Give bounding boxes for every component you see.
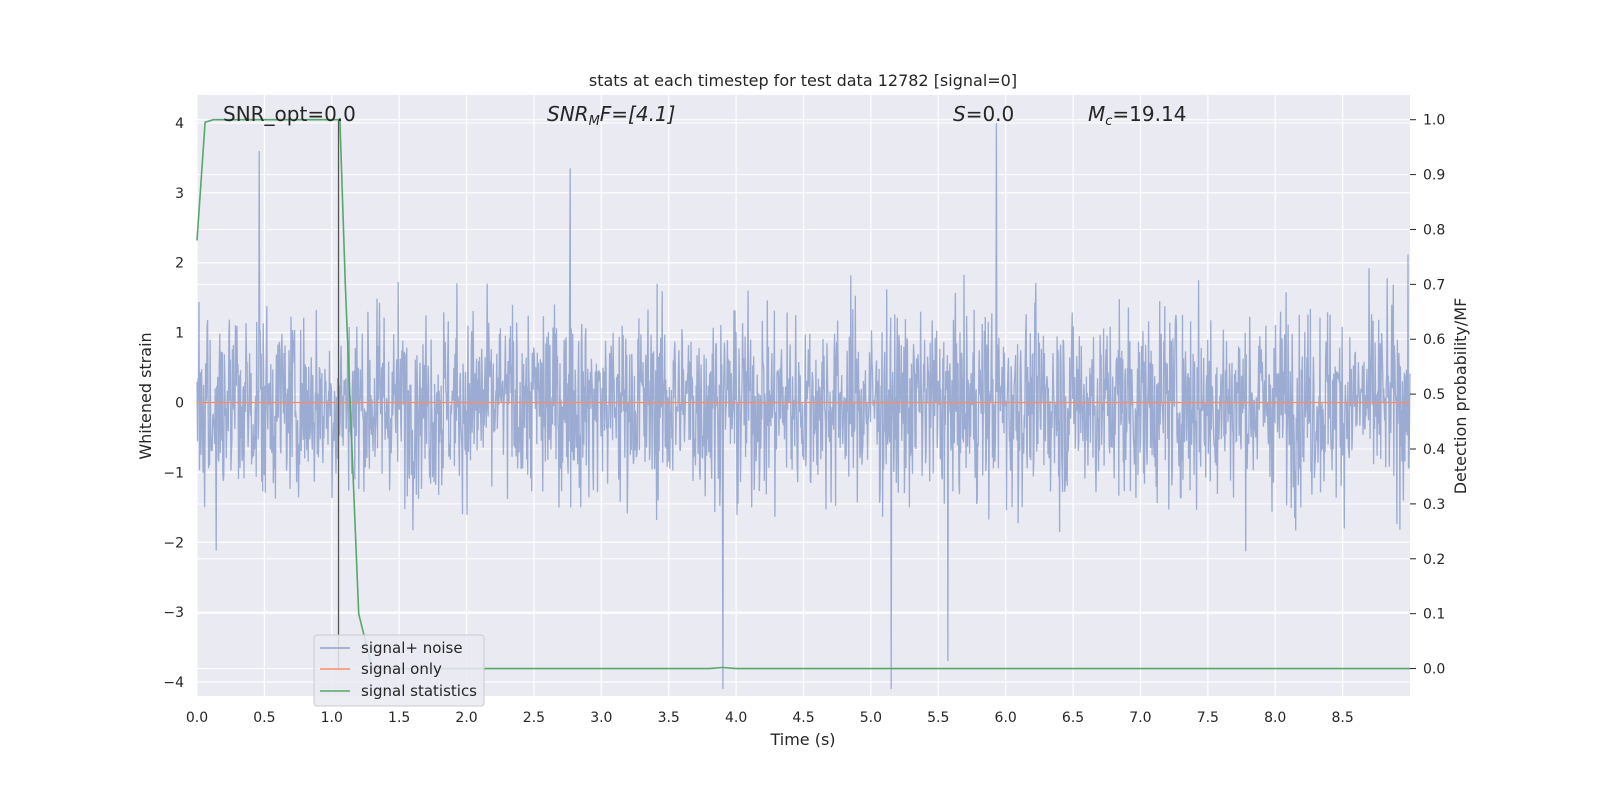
annotation-s-var: S [953,102,966,126]
legend-label-signal-noise: signal+ noise [361,639,463,657]
annotation-snr-mf: SNRMF=[4.1] [547,102,675,129]
annotation-s: S=0.0 [953,102,1014,126]
y-right-tick-label: 0.2 [1423,552,1445,568]
y-right-axis-label: Detection probability/MF [1451,298,1470,495]
statistics-line [196,118,1410,670]
y-tick-label: −4 [163,675,184,691]
y-right-tick-label: 0.3 [1423,497,1445,513]
annotation-snr-mf-main: SNR [547,102,589,126]
annotation-mc: Mc=19.14 [1088,102,1186,129]
x-axis-label: Time (s) [769,730,835,749]
series-signal-statistics [196,118,1410,670]
annotation-mc-var: M [1088,102,1105,126]
y-right-tick-label: 0.6 [1423,332,1445,348]
x-tick-label: 5.5 [927,710,949,726]
y-tick-label: 0 [175,395,184,411]
x-axis-ticks: 0.0 0.5 1.0 1.5 2.0 2.5 3.0 3.5 4.0 4.5 5.0 5.5 6.0 6… [186,710,1354,726]
noise-line [196,122,1411,690]
annotation-snr-mf-sub: M [589,114,600,129]
y-right-tick-label: 0.8 [1423,222,1445,238]
x-tick-label: 2.5 [523,710,545,726]
x-tick-label: 7.5 [1197,710,1219,726]
legend-box [313,634,485,707]
x-tick-label: 0.5 [253,710,275,726]
y-tick-label: −2 [163,535,184,551]
x-tick-label: 1.5 [388,710,410,726]
y-tick-label: 1 [175,326,184,342]
annotation-snr-opt: SNR_opt=0.0 [223,102,356,126]
legend-label-signal-only: signal only [361,660,442,678]
x-tick-label: 4.5 [792,710,814,726]
y-right-tick-label: 0.4 [1423,442,1445,458]
y-right-tick-label: 0.0 [1423,662,1445,678]
grid [196,95,1410,696]
y-right-tick-label: 0.7 [1423,277,1445,293]
y-right-axis-ticks: 0.0 0.1 0.2 0.3 0.4 0.5 0.6 0.7 0.8 0.9 1.0 [1410,113,1445,678]
y-right-tick-label: 0.1 [1423,607,1445,623]
x-tick-label: 8.0 [1264,710,1286,726]
x-tick-label: 0.0 [186,710,208,726]
y-tick-label: −3 [163,605,184,621]
x-tick-label: 4.0 [725,710,747,726]
x-tick-label: 1.0 [321,710,343,726]
annotation-mc-sub: c [1105,114,1112,129]
x-tick-label: 6.5 [1062,710,1084,726]
x-tick-label: 6.0 [995,710,1017,726]
annotation-mc-rest: =19.14 [1112,102,1186,126]
y-tick-label: 4 [175,116,184,132]
y-right-tick-label: 1.0 [1423,113,1445,129]
x-tick-label: 3.5 [658,710,680,726]
y-tick-label: −1 [163,465,184,481]
y-tick-label: 2 [175,256,184,272]
y-right-tick-label: 0.9 [1423,168,1445,184]
annotation-s-rest: =0.0 [966,102,1015,126]
y-axis-label: Whitened strain [136,332,155,459]
x-tick-label: 5.0 [860,710,882,726]
legend-label-signal-statistics: signal statistics [361,682,477,700]
annotation-snr-mf-rest: F=[4.1] [600,102,676,126]
x-tick-label: 3.0 [590,710,612,726]
y-right-tick-label: 0.5 [1423,387,1445,403]
x-tick-label: 8.5 [1331,710,1353,726]
y-tick-label: 3 [175,186,184,202]
x-tick-label: 7.0 [1129,710,1151,726]
y-axis-ticks: −4 −3 −2 −1 0 1 2 3 4 [163,116,184,691]
series-signal-noise [196,122,1411,690]
legend: signal+ noise signal only signal statist… [313,634,485,707]
x-tick-label: 2.0 [455,710,477,726]
chart-title: stats at each timestep for test data 127… [589,71,1017,90]
